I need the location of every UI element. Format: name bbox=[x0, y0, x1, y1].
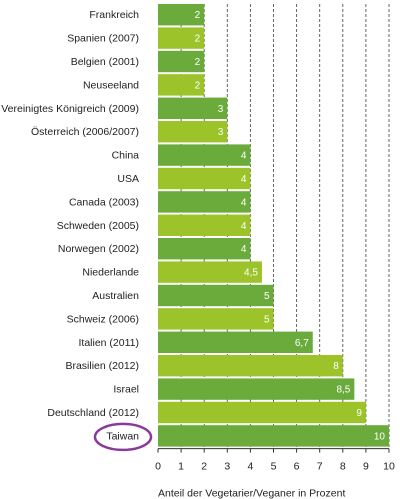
bar bbox=[158, 378, 355, 400]
bar bbox=[158, 308, 274, 330]
x-tick-label: 8 bbox=[340, 461, 346, 473]
x-tick-label: 1 bbox=[178, 461, 184, 473]
x-tick-label: 6 bbox=[294, 461, 300, 473]
category-labels: Frankreich Spanien (2007) Belgien (2001) Ne… bbox=[1, 9, 139, 442]
category-label: Österreich (2006/2007) bbox=[31, 126, 139, 138]
x-tick-labels: 0 1 2 3 4 5 6 7 8 9 10 bbox=[155, 448, 395, 473]
bar-value-label: 4 bbox=[241, 151, 247, 162]
x-tick-label: 0 bbox=[155, 461, 161, 473]
bar-value-label: 5 bbox=[264, 291, 270, 302]
bar bbox=[158, 261, 262, 283]
bar bbox=[158, 167, 251, 190]
bar bbox=[158, 331, 313, 353]
category-label: Belgien (2001) bbox=[71, 56, 139, 68]
bar bbox=[158, 121, 228, 143]
category-label: Taiwan bbox=[106, 430, 139, 442]
bar-value-label: 2 bbox=[195, 34, 201, 45]
bar-value-label: 2 bbox=[195, 80, 201, 91]
category-label: China bbox=[112, 150, 140, 162]
x-axis-title: Anteil der Vegetarier/Veganer in Prozent bbox=[158, 488, 345, 499]
bar bbox=[158, 144, 251, 166]
bar-value-label: 4 bbox=[241, 197, 247, 208]
x-tick-label: 9 bbox=[363, 461, 369, 473]
bar bbox=[158, 355, 343, 377]
category-label: Neuseeland bbox=[83, 79, 139, 91]
bar-value-label: 8,5 bbox=[336, 385, 350, 396]
category-label: Italien (2011) bbox=[78, 337, 139, 349]
bar-value-label: 3 bbox=[218, 104, 224, 115]
category-label: Vereinigtes Königreich (2009) bbox=[1, 103, 139, 115]
x-tick-label: 2 bbox=[201, 461, 207, 473]
bars: 2 2 2 2 3 3 4 4 4 4 4 4,5 5 5 6,7 8 8,5 9 10 bbox=[158, 4, 389, 447]
bar bbox=[158, 4, 205, 26]
category-label: USA bbox=[117, 173, 139, 185]
category-label: Israel bbox=[113, 384, 139, 396]
bar-value-label: 2 bbox=[195, 10, 201, 21]
bar-value-label: 4 bbox=[241, 174, 247, 185]
bar-value-label: 3 bbox=[218, 127, 224, 138]
category-label: Schweiz (2006) bbox=[67, 313, 139, 325]
bar bbox=[158, 425, 389, 447]
bar-value-label: 2 bbox=[195, 57, 201, 68]
bar bbox=[158, 50, 205, 73]
bar-value-label: 10 bbox=[374, 431, 386, 442]
bar bbox=[158, 284, 274, 307]
bar-value-label: 8 bbox=[333, 361, 339, 372]
category-label: Brasilien (2012) bbox=[65, 360, 139, 372]
category-label: Spanien (2007) bbox=[67, 33, 139, 45]
bar bbox=[158, 214, 251, 236]
highlight-ellipse bbox=[93, 422, 153, 452]
bar-value-label: 5 bbox=[264, 314, 270, 325]
x-tick-label: 7 bbox=[317, 461, 323, 473]
category-label: Frankreich bbox=[89, 9, 139, 21]
bar bbox=[158, 401, 366, 424]
bar-value-label: 4,5 bbox=[244, 268, 258, 279]
bar bbox=[158, 238, 251, 260]
category-label: Canada (2003) bbox=[69, 196, 139, 208]
bar bbox=[158, 97, 228, 119]
category-label: Schweden (2005) bbox=[57, 220, 139, 232]
bar bbox=[158, 74, 205, 96]
category-label: Deutschland (2012) bbox=[47, 407, 139, 419]
bar bbox=[158, 191, 251, 213]
bar-value-label: 4 bbox=[241, 244, 247, 255]
category-label: Niederlande bbox=[82, 267, 139, 279]
bar-value-label: 4 bbox=[241, 221, 247, 232]
x-tick-label: 10 bbox=[383, 461, 395, 473]
bar-value-label: 6,7 bbox=[295, 338, 309, 349]
bar bbox=[158, 27, 205, 49]
category-label: Norwegen (2002) bbox=[58, 243, 139, 255]
x-tick-label: 5 bbox=[271, 461, 277, 473]
bar-value-label: 9 bbox=[356, 408, 362, 419]
x-tick-label: 3 bbox=[224, 461, 230, 473]
x-tick-label: 4 bbox=[247, 461, 253, 473]
category-label: Australien bbox=[92, 290, 139, 302]
